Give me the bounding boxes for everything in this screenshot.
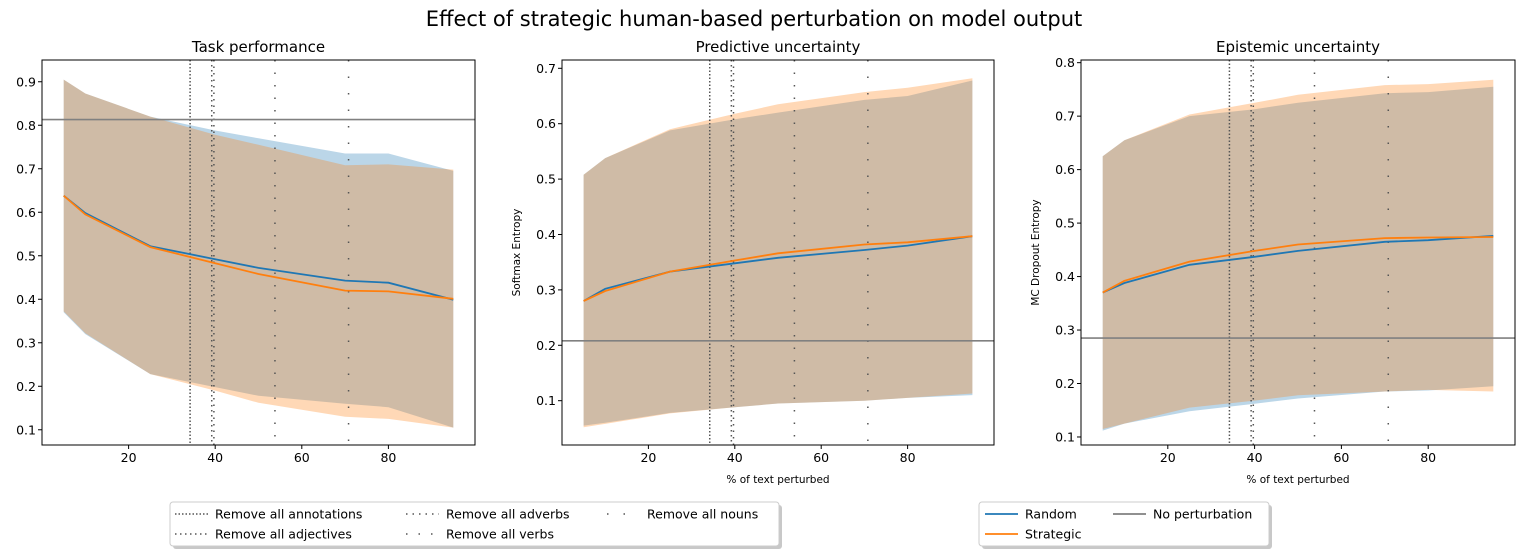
x-axis-label: % of text perturbed — [1246, 474, 1349, 486]
y-tick-label: 0.4 — [1055, 269, 1075, 284]
legend-label: Random — [1025, 507, 1077, 522]
x-tick-label: 60 — [294, 450, 310, 465]
strategic-line — [1102, 236, 1494, 294]
y-tick-label: 0.5 — [536, 172, 556, 187]
x-tick-label: 80 — [900, 450, 916, 465]
x-tick-label: 40 — [727, 450, 743, 465]
legend-label: No perturbation — [1153, 507, 1252, 522]
random-band — [63, 79, 454, 428]
y-tick-label: 0.4 — [536, 227, 556, 242]
panel-2: 20 40 60 80 0.1 0.2 0.3 0.4 0.5 0.6 0.7 Predictive … — [511, 38, 995, 486]
legend-label: Remove all adverbs — [446, 507, 570, 522]
y-tick-label: 0.4 — [16, 292, 36, 307]
x-axis-label: % of text perturbed — [726, 474, 829, 486]
axes-frame — [1080, 59, 1516, 446]
y-tick-label: 0.5 — [16, 248, 36, 263]
legend-label: Remove all nouns — [647, 507, 758, 522]
legend-conditions: Random Strategic No perturbation — [978, 501, 1272, 549]
y-tick-label: 0.2 — [1055, 376, 1075, 391]
random-line — [1102, 235, 1494, 294]
legend-box — [169, 501, 780, 547]
y-tick-label: 0.9 — [16, 74, 36, 89]
y-tick-label: 0.2 — [536, 338, 556, 353]
x-tick-label: 80 — [1420, 450, 1436, 465]
axes-frame — [41, 59, 476, 446]
y-tick-label: 0.6 — [536, 116, 556, 131]
legend-label: Strategic — [1025, 527, 1082, 542]
panel-1: 20 40 60 80 0.1 0.2 0.3 0.4 0.5 0.6 0.7 0.8 0.9 Task … — [16, 38, 476, 465]
random-band — [1102, 86, 1494, 431]
x-tick-label: 20 — [1160, 450, 1176, 465]
y-tick-label: 0.7 — [536, 61, 556, 76]
x-tick-label: 60 — [1333, 450, 1349, 465]
y-tick-label: 0.3 — [1055, 323, 1075, 338]
legend-label: Remove all verbs — [446, 527, 554, 542]
panel-title: Task performance — [191, 38, 325, 56]
x-tick-label: 40 — [207, 450, 223, 465]
y-tick-label: 0.3 — [16, 335, 36, 350]
legend-label: Remove all adjectives — [215, 527, 352, 542]
y-axis-label: Softmax Entropy — [511, 209, 523, 297]
strategic-band — [1102, 79, 1494, 430]
y-tick-label: 0.1 — [536, 393, 556, 408]
strategic-band — [63, 79, 454, 428]
y-tick-label: 0.7 — [16, 161, 36, 176]
x-tick-label: 60 — [813, 450, 829, 465]
y-tick-label: 0.6 — [1055, 162, 1075, 177]
axes-frame — [561, 59, 995, 446]
random-line — [63, 194, 454, 301]
random-line — [583, 235, 973, 302]
legend-label: Remove all annotations — [215, 507, 362, 522]
y-tick-label: 0.5 — [1055, 216, 1075, 231]
x-tick-label: 20 — [121, 450, 137, 465]
y-tick-label: 0.6 — [16, 205, 36, 220]
x-tick-label: 40 — [1247, 450, 1263, 465]
y-tick-label: 0.3 — [536, 282, 556, 297]
y-tick-label: 0.2 — [16, 379, 36, 394]
panel-title: Epistemic uncertainty — [1216, 38, 1380, 56]
x-tick-label: 20 — [640, 450, 656, 465]
strategic-line — [583, 235, 973, 302]
legend-perturbations: Remove all annotations Remove all adjecti… — [169, 501, 782, 549]
legend-box — [978, 501, 1270, 547]
panel-title: Predictive uncertainty — [696, 38, 861, 56]
y-tick-label: 0.1 — [16, 422, 36, 437]
panel-3: 20 40 60 80 0.1 0.2 0.3 0.4 0.5 0.6 0.7 0.8 Epistemi… — [1030, 38, 1516, 486]
y-tick-label: 0.8 — [1055, 55, 1075, 70]
strategic-line — [63, 195, 454, 300]
y-tick-label: 0.1 — [1055, 429, 1075, 444]
y-tick-label: 0.8 — [16, 118, 36, 133]
figure-title: Effect of strategic human-based perturba… — [426, 7, 1082, 31]
x-tick-label: 80 — [380, 450, 396, 465]
y-axis-label: MC Dropout Entropy — [1030, 199, 1042, 305]
y-tick-label: 0.7 — [1055, 109, 1075, 124]
